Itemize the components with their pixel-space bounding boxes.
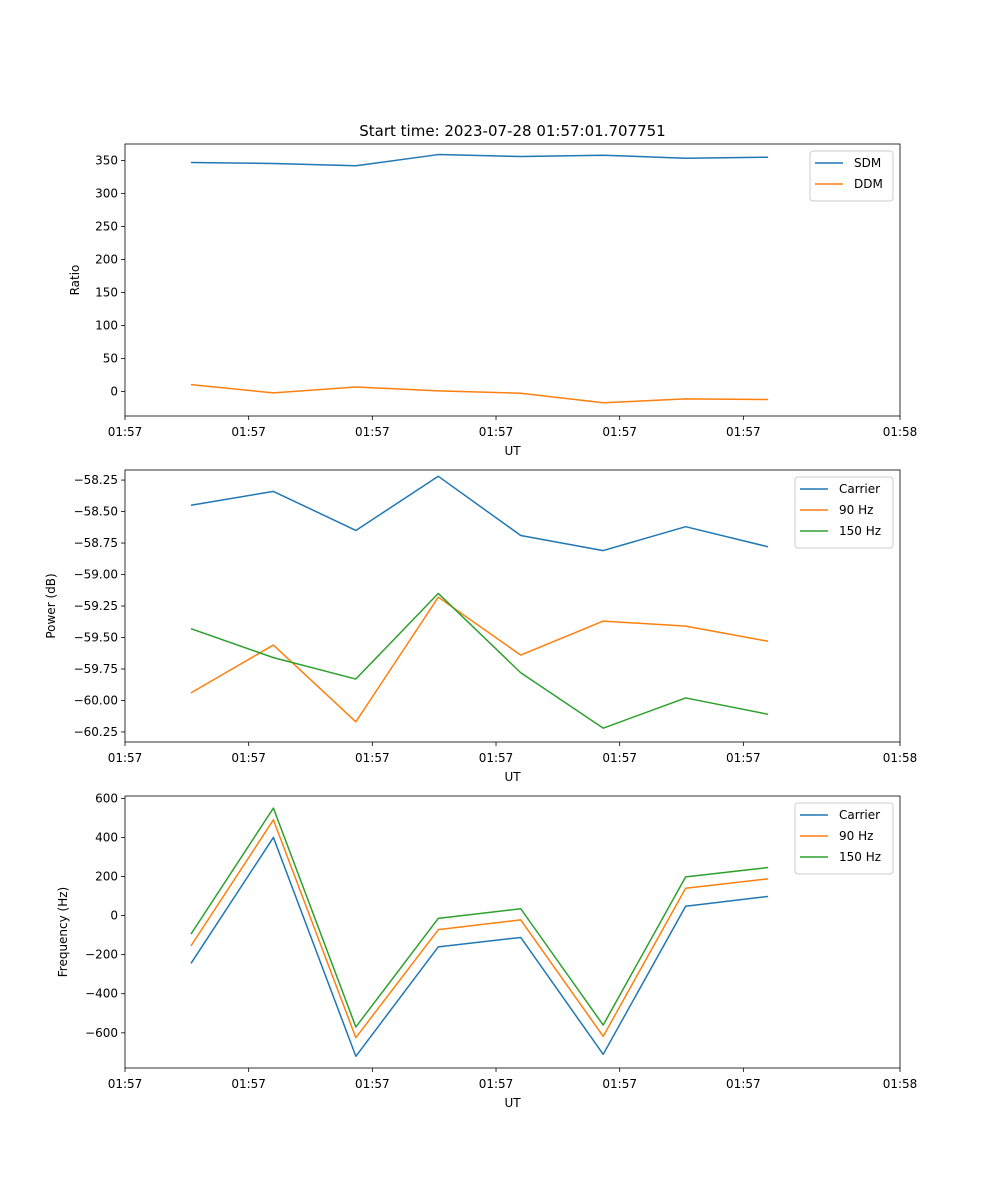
y-tick-label: −60.00: [74, 693, 118, 707]
y-tick-label: −58.50: [74, 505, 118, 519]
x-tick-label: 01:57: [355, 425, 390, 439]
series-line-ddm: [190, 383, 769, 404]
x-tick-label: 01:57: [602, 751, 637, 765]
x-tick-label: 01:57: [231, 1077, 266, 1091]
x-tick-label: 01:57: [602, 425, 637, 439]
x-axis-label: UT: [504, 770, 521, 784]
x-axis-label: UT: [504, 1096, 521, 1110]
y-tick-label: 400: [95, 830, 118, 844]
x-tick-label: 01:57: [231, 751, 266, 765]
legend-label-90-hz: 90 Hz: [839, 503, 873, 517]
y-axis-label: Ratio: [68, 265, 82, 296]
x-tick-label: 01:57: [108, 751, 143, 765]
x-tick-label: 01:57: [726, 1077, 761, 1091]
axes-frame: [124, 795, 901, 1069]
x-tick-label: 01:57: [108, 1077, 143, 1091]
x-tick-label: 01:57: [355, 751, 390, 765]
y-tick-label: 150: [95, 286, 118, 300]
legend: Carrier 90 Hz 150 Hz: [794, 476, 894, 549]
x-tick-label: 01:57: [108, 425, 143, 439]
x-tick-label: 01:57: [602, 1077, 637, 1091]
legend: SDM DDM: [809, 150, 894, 202]
y-tick-label: 50: [103, 352, 118, 366]
subplot-2: 01:57 01:57 01:57 01:57 01:57 01:57 01:58 −58.2…: [44, 469, 918, 784]
y-tick-label: 0: [110, 385, 118, 399]
y-tick-label: −59.25: [74, 599, 118, 613]
legend-label-90-hz: 90 Hz: [839, 829, 873, 843]
y-tick-label: 250: [95, 220, 118, 234]
y-tick-label: −59.75: [74, 662, 118, 676]
x-tick-label: 01:57: [355, 1077, 390, 1091]
legend-label-150-hz: 150 Hz: [839, 524, 881, 538]
series-line-150-hz: [190, 592, 769, 729]
subplot-1: 01:57 01:57 01:57 01:57 01:57 01:57 01:58 0 50 10…: [68, 143, 918, 458]
y-tick-label: −58.25: [74, 473, 118, 487]
y-tick-label: 350: [95, 154, 118, 168]
x-tick-label: 01:57: [231, 425, 266, 439]
y-tick-label: −60.25: [74, 725, 118, 739]
axes-frame: [124, 143, 901, 417]
series-line-carrier: [190, 836, 769, 1058]
y-tick-label: −59.50: [74, 630, 118, 644]
x-tick-label: 01:57: [726, 751, 761, 765]
legend: Carrier 90 Hz 150 Hz: [794, 802, 894, 875]
y-tick-label: 300: [95, 187, 118, 201]
y-tick-label: −400: [85, 987, 118, 1001]
figure-title: Start time: 2023-07-28 01:57:01.707751: [359, 122, 665, 140]
y-tick-label: 200: [95, 870, 118, 884]
legend-label-ddm: DDM: [854, 177, 883, 191]
x-tick-label: 01:58: [883, 751, 918, 765]
x-tick-label: 01:58: [883, 425, 918, 439]
x-tick-label: 01:57: [479, 751, 514, 765]
x-tick-label: 01:57: [479, 1077, 514, 1091]
legend-label-sdm: SDM: [854, 156, 881, 170]
y-tick-label: −58.75: [74, 536, 118, 550]
y-axis-label: Frequency (Hz): [56, 887, 70, 978]
y-tick-label: 100: [95, 319, 118, 333]
series-line-sdm: [190, 153, 769, 167]
series-line-90-hz: [190, 819, 769, 1039]
x-tick-label: 01:57: [726, 425, 761, 439]
x-tick-label: 01:57: [479, 425, 514, 439]
series-line-90-hz: [190, 596, 769, 723]
legend-label-carrier: Carrier: [839, 808, 880, 822]
y-tick-label: 200: [95, 253, 118, 267]
legend-label-carrier: Carrier: [839, 482, 880, 496]
series-line-150-hz: [190, 807, 769, 1028]
series-line-carrier: [190, 475, 769, 552]
subplot-3: 01:57 01:57 01:57 01:57 01:57 01:57 01:58 600 40…: [56, 791, 917, 1110]
legend-label-150-hz: 150 Hz: [839, 850, 881, 864]
y-tick-label: −600: [85, 1026, 118, 1040]
x-tick-label: 01:58: [883, 1077, 918, 1091]
y-tick-label: −200: [85, 948, 118, 962]
y-tick-label: −59.00: [74, 568, 118, 582]
y-axis-label: Power (dB): [44, 573, 58, 638]
x-axis-label: UT: [504, 444, 521, 458]
plots: 01:57 01:57 01:57 01:57 01:57 01:57 01:58 0 50 10…: [44, 143, 918, 1110]
y-tick-label: 0: [110, 909, 118, 923]
y-tick-label: 600: [95, 791, 118, 805]
